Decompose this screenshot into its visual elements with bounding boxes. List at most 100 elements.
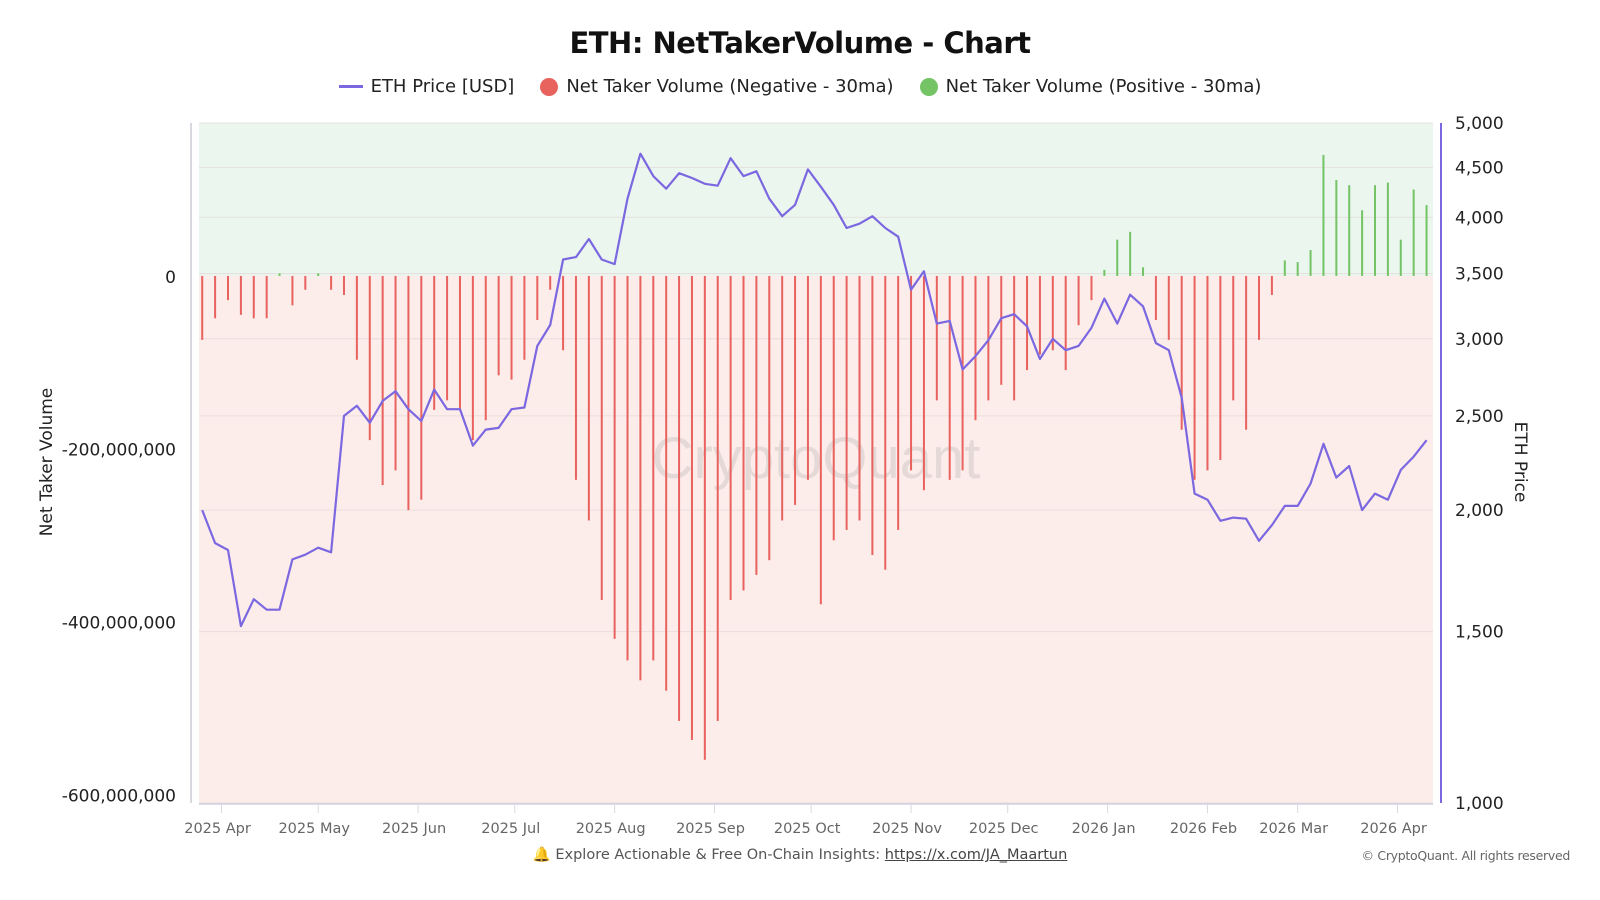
chart-title: ETH: NetTakerVolume - Chart bbox=[569, 26, 1031, 60]
negative-volume-bar bbox=[600, 275, 603, 600]
negative-volume-bar bbox=[703, 275, 706, 760]
negative-volume-bar bbox=[626, 275, 629, 661]
x-tick-label: 2025 Jul bbox=[481, 821, 540, 837]
negative-volume-bar bbox=[562, 275, 565, 351]
legend: ETH Price [USD] Net Taker Volume (Negati… bbox=[0, 76, 1600, 97]
negative-volume-bar bbox=[1077, 275, 1080, 326]
left-tick-label: -400,000,000 bbox=[62, 614, 176, 634]
negative-volume-bar bbox=[1193, 275, 1196, 480]
positive-volume-bar bbox=[1296, 262, 1299, 276]
negative-volume-bar bbox=[652, 275, 655, 661]
legend-item-negative[interactable]: Net Taker Volume (Negative - 30ma) bbox=[540, 76, 894, 97]
negative-volume-bar bbox=[755, 275, 758, 575]
negative-volume-bar bbox=[690, 275, 693, 740]
x-tick-label: 2025 Jun bbox=[382, 821, 446, 837]
x-tick-label: 2025 Aug bbox=[576, 821, 646, 837]
negative-volume-bar bbox=[574, 275, 577, 480]
positive-volume-bar bbox=[1322, 154, 1325, 276]
negative-volume-bar bbox=[974, 275, 977, 421]
negative-volume-bar bbox=[1000, 275, 1003, 385]
positive-volume-bar bbox=[278, 273, 281, 276]
watermark: CryptoQuant bbox=[652, 426, 981, 491]
positive-volume-bar bbox=[1103, 269, 1106, 276]
negative-volume-bar bbox=[446, 275, 449, 401]
right-tick-label: 2,500 bbox=[1455, 407, 1504, 427]
negative-volume-bar bbox=[201, 275, 204, 340]
negative-volume-bar bbox=[1064, 275, 1067, 371]
positive-volume-bar bbox=[1129, 231, 1132, 276]
copyright: © CryptoQuant. All rights reserved bbox=[1361, 848, 1571, 863]
negative-volume-bar bbox=[1013, 275, 1016, 401]
negative-volume-bar bbox=[252, 275, 255, 319]
positive-volume-bar bbox=[1142, 267, 1145, 276]
line-swatch-icon bbox=[338, 85, 363, 88]
positive-zone bbox=[199, 123, 1433, 276]
x-tick-label: 2025 Oct bbox=[774, 821, 841, 837]
negative-volume-bar bbox=[1232, 275, 1235, 401]
right-tick-label: 2,000 bbox=[1455, 501, 1504, 521]
footer-text: Explore Actionable & Free On-Chain Insig… bbox=[555, 847, 885, 863]
negative-volume-bar bbox=[394, 275, 397, 471]
x-tick-label: 2026 Mar bbox=[1259, 821, 1328, 837]
negative-volume-bar bbox=[381, 275, 384, 486]
negative-volume-bar bbox=[948, 275, 951, 480]
negative-volume-bar bbox=[639, 275, 642, 681]
negative-volume-bar bbox=[742, 275, 745, 591]
left-tick-label: 0 bbox=[165, 268, 176, 288]
positive-volume-bar bbox=[1361, 210, 1364, 276]
positive-volume-bar bbox=[1425, 205, 1428, 276]
positive-volume-bar bbox=[1309, 250, 1312, 276]
negative-volume-bar bbox=[304, 275, 307, 290]
legend-item-positive[interactable]: Net Taker Volume (Positive - 30ma) bbox=[919, 76, 1262, 97]
negative-volume-bar bbox=[510, 275, 513, 380]
negative-volume-bar bbox=[897, 275, 900, 530]
positive-volume-bar bbox=[1348, 185, 1351, 276]
negative-volume-bar bbox=[433, 275, 436, 410]
negative-volume-bar bbox=[858, 275, 861, 521]
negative-volume-bar bbox=[910, 275, 913, 471]
negative-volume-bar bbox=[832, 275, 835, 541]
negative-volume-bar bbox=[884, 275, 887, 570]
negative-volume-bar bbox=[239, 275, 242, 315]
positive-volume-bar bbox=[1399, 239, 1402, 276]
footer: 🔔 Explore Actionable & Free On-Chain Ins… bbox=[0, 846, 1600, 863]
negative-volume-bar bbox=[716, 275, 719, 721]
x-tick-label: 2026 Jan bbox=[1072, 821, 1136, 837]
right-tick-label: 5,000 bbox=[1455, 114, 1504, 134]
negative-volume-bar bbox=[587, 275, 590, 521]
x-tick-label: 2025 Dec bbox=[969, 821, 1039, 837]
negative-volume-bar bbox=[407, 275, 410, 511]
legend-label: Net Taker Volume (Positive - 30ma) bbox=[945, 76, 1262, 97]
negative-volume-bar bbox=[819, 275, 822, 605]
negative-volume-bar bbox=[342, 275, 345, 295]
negative-volume-bar bbox=[1245, 275, 1248, 430]
negative-volume-bar bbox=[922, 275, 925, 491]
negative-volume-bar bbox=[420, 275, 423, 500]
right-tick-label: 1,500 bbox=[1455, 623, 1504, 643]
negative-volume-bar bbox=[1154, 275, 1157, 321]
negative-volume-bar bbox=[1167, 275, 1170, 340]
right-tick-label: 3,000 bbox=[1455, 330, 1504, 350]
footer-link[interactable]: https://x.com/JA_Maartun bbox=[884, 847, 1068, 863]
negative-volume-bar bbox=[678, 275, 681, 721]
legend-item-eth-price[interactable]: ETH Price [USD] bbox=[338, 76, 514, 97]
negative-volume-bar bbox=[536, 275, 539, 321]
legend-label: Net Taker Volume (Negative - 30ma) bbox=[566, 76, 894, 97]
negative-volume-bar bbox=[1090, 275, 1093, 301]
positive-volume-bar bbox=[317, 273, 320, 276]
negative-volume-bar bbox=[871, 275, 874, 556]
right-axis-label: ETH Price bbox=[1510, 422, 1530, 503]
negative-volume-bar bbox=[845, 275, 848, 530]
positive-volume-bar bbox=[1374, 185, 1377, 276]
eth-price-line bbox=[201, 152, 1428, 628]
negative-volume-bar bbox=[1258, 275, 1261, 340]
negative-volume-bar bbox=[458, 275, 461, 410]
negative-volume-bar bbox=[1038, 275, 1041, 355]
x-tick-label: 2025 Nov bbox=[872, 821, 942, 837]
negative-volume-bar bbox=[781, 275, 784, 521]
x-tick-label: 2026 Feb bbox=[1170, 821, 1237, 837]
negative-volume-bar bbox=[1180, 275, 1183, 430]
negative-volume-bar bbox=[961, 275, 964, 471]
negative-volume-bar bbox=[794, 275, 797, 505]
